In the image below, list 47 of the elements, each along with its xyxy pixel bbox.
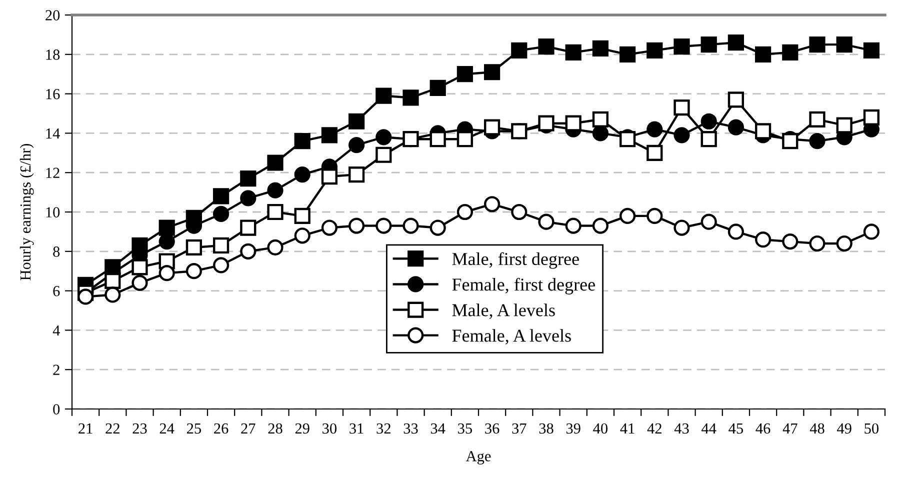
x-tick-label: 42 — [647, 423, 662, 434]
x-tick-label: 29 — [295, 423, 310, 434]
x-tick-label: 48 — [810, 423, 824, 434]
y-tick-label: 12 — [46, 168, 60, 178]
y-tick-label: 2 — [53, 364, 60, 375]
x-tick-label: 46 — [756, 423, 770, 434]
x-tick-label: 30 — [322, 423, 337, 434]
x-tick-label: 21 — [78, 423, 92, 434]
x-tick-label: 45 — [728, 423, 743, 434]
y-tick-label: 14 — [46, 128, 60, 138]
x-tick-label: 44 — [702, 423, 716, 434]
x-tick-label: 27 — [241, 423, 256, 434]
x-tick-label: 32 — [376, 423, 390, 434]
x-tick-label: 37 — [512, 423, 526, 434]
x-tick-label: 39 — [566, 423, 580, 434]
x-tick-label: 38 — [539, 423, 554, 434]
x-tick-label: 23 — [132, 423, 147, 434]
x-tick-label: 26 — [214, 423, 228, 434]
x-tick-label: 50 — [864, 423, 879, 434]
y-tick-label: 16 — [46, 88, 60, 100]
y-tick-label: 8 — [53, 246, 60, 257]
x-tick-label: 35 — [458, 423, 472, 434]
x-tick-label: 24 — [160, 423, 174, 434]
x-tick-label: 36 — [485, 423, 500, 434]
legend-label: Male, first degree — [452, 252, 579, 269]
y-tick-label: 6 — [53, 286, 60, 296]
x-axis-title: Age — [466, 451, 491, 464]
x-tick-label: 41 — [620, 423, 634, 434]
x-tick-label: 43 — [674, 423, 689, 434]
x-tick-label: 31 — [350, 423, 364, 434]
y-tick-label: 20 — [46, 10, 60, 20]
y-axis-title: Hourly earnings (£/hr) — [20, 144, 34, 280]
x-tick-label: 49 — [837, 423, 852, 434]
x-tick-label: 25 — [186, 423, 201, 434]
legend-label: Male, A levels — [452, 304, 555, 319]
legend-label: Female, first degree — [452, 278, 595, 294]
x-tick-label: 22 — [106, 423, 120, 434]
y-tick-label: 10 — [46, 207, 60, 218]
x-tick-label: 34 — [430, 423, 446, 434]
x-tick-label: 28 — [268, 423, 282, 434]
x-tick-label: 33 — [404, 423, 418, 434]
x-tick-label: 47 — [782, 423, 798, 434]
legend-label: Female, A levels — [452, 329, 571, 344]
x-tick-label: 40 — [593, 423, 608, 434]
y-tick-label: 4 — [52, 325, 60, 336]
y-tick-label: 0 — [53, 404, 60, 414]
y-tick-label: 18 — [46, 50, 60, 60]
